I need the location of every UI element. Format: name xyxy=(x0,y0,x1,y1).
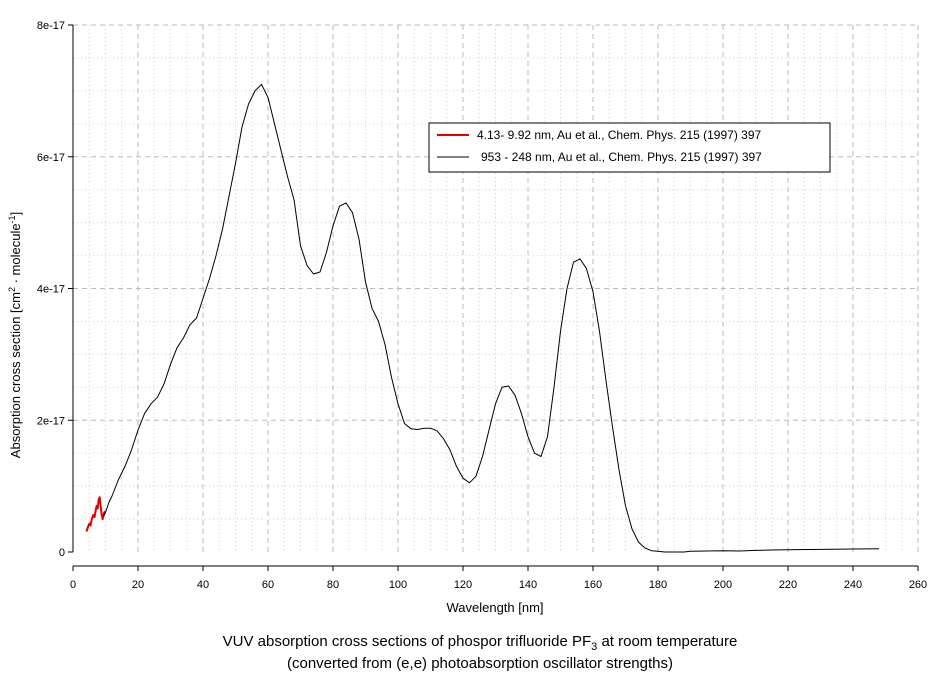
x-axis-title: Wavelength [nm] xyxy=(446,600,543,615)
x-tick-label: 260 xyxy=(909,579,927,591)
chart-caption-line-2: (converted from (e,e) photoabsorption os… xyxy=(287,655,673,672)
legend-box xyxy=(428,122,831,173)
x-tick-label: 20 xyxy=(132,579,144,591)
series-line-2 xyxy=(103,83,880,553)
y-axis-title-sup1: 2 xyxy=(7,287,17,292)
y-axis-title: Absorption cross section [cm2 · molecule… xyxy=(7,212,23,458)
x-tick-label: 200 xyxy=(714,579,732,591)
x-tick-label: 60 xyxy=(262,579,274,591)
x-tick-label: 120 xyxy=(454,579,472,591)
x-tick-label: 140 xyxy=(519,579,537,591)
legend-label-series-2: 953 - 248 nm, Au et al., Chem. Phys. 215… xyxy=(481,150,762,164)
x-tick-label: 0 xyxy=(70,579,76,591)
y-tick-label: 8e-17 xyxy=(37,20,65,32)
y-axis-ticks: 0 2e-17 4e-17 6e-17 8e-17 xyxy=(37,20,73,559)
caption-line-1-subscript: 3 xyxy=(591,641,597,653)
x-tick-label: 240 xyxy=(844,579,862,591)
series-layer xyxy=(85,83,880,553)
x-tick-label: 180 xyxy=(649,579,667,591)
y-tick-label: 2e-17 xyxy=(37,415,65,427)
caption-line-1-prefix: VUV absorption cross sections of phospor… xyxy=(223,633,592,650)
y-tick-label: 0 xyxy=(59,547,65,559)
series-line-1 xyxy=(85,496,106,532)
y-tick-label: 6e-17 xyxy=(37,152,65,164)
y-axis-title-part3: ] xyxy=(8,212,23,216)
y-axis-title-part2: · molecule xyxy=(8,223,23,287)
x-tick-label: 100 xyxy=(389,579,407,591)
legend: 4.13- 9.92 nm, Au et al., Chem. Phys. 21… xyxy=(428,122,831,173)
legend-label-series-1: 4.13- 9.92 nm, Au et al., Chem. Phys. 21… xyxy=(477,128,761,142)
x-tick-label: 220 xyxy=(779,579,797,591)
y-tick-label: 4e-17 xyxy=(37,284,65,296)
y-axis-title-part1: Absorption cross section [cm xyxy=(8,292,23,458)
caption-line-1-suffix: at room temperature xyxy=(597,633,737,650)
x-tick-label: 80 xyxy=(327,579,339,591)
chart-caption-line-1: VUV absorption cross sections of phospor… xyxy=(223,633,738,653)
y-axis-title-sup2: -1 xyxy=(7,215,17,223)
x-tick-label: 40 xyxy=(197,579,209,591)
x-axis-ticks: 0 20 40 60 80 100 120 140 160 180 200 220 240 260 xyxy=(70,566,927,591)
x-tick-label: 160 xyxy=(584,579,602,591)
